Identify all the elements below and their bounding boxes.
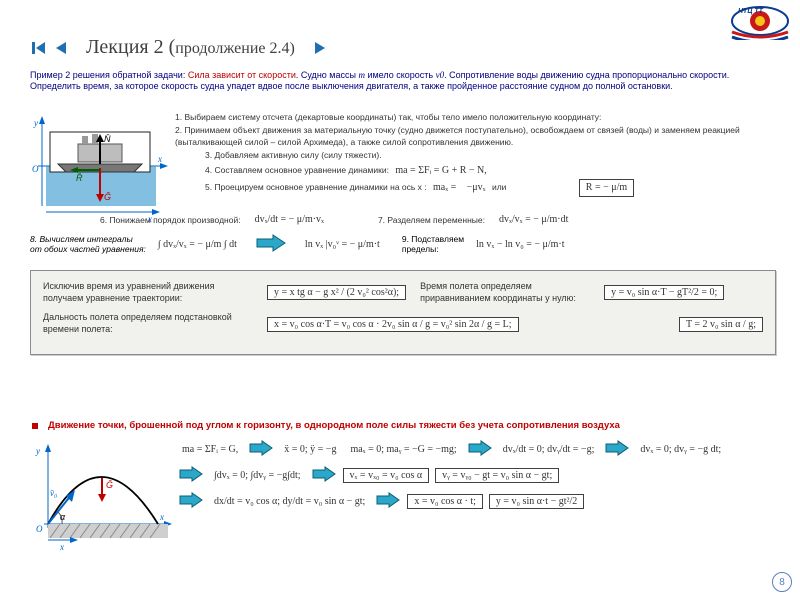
s8a: 8. Вычисляем интегралы bbox=[30, 234, 133, 244]
ship-diagram: y x O N̄ Ḡ R̄ x bbox=[30, 114, 170, 229]
step-4: 4. Составляем основное уравнение динамик… bbox=[205, 164, 780, 178]
problem-lead: Пример 2 решения обратной задачи bbox=[30, 70, 183, 80]
pe-3c: y = v₀ sin α·t − gt²/2 bbox=[489, 494, 584, 509]
eq-4: ma = ΣFᵢ = G + R − N, bbox=[391, 164, 490, 178]
svg-text:v̄₀: v̄₀ bbox=[50, 488, 57, 498]
pe-1e: dvₓ = 0; dvᵧ = −g dt; bbox=[636, 444, 725, 455]
nav-arrows-left bbox=[30, 39, 70, 57]
svg-text:НТЦ ТТ: НТЦ ТТ bbox=[738, 8, 764, 15]
panel-r2-eq: x = v₀ cos α·T = v₀ cos α · 2v₀ sin α / … bbox=[267, 317, 519, 332]
step-1: 1. Выбираем систему отсчета (декартовые … bbox=[175, 112, 780, 123]
svg-text:N̄: N̄ bbox=[104, 134, 111, 144]
step-3: 3. Добавляем активную силу (силу тяжести… bbox=[205, 150, 780, 161]
svg-text:Ḡ: Ḡ bbox=[106, 480, 113, 490]
slide-number: 8 bbox=[772, 572, 792, 592]
projectile-title: Движение точки, брошенной под углом к го… bbox=[48, 420, 620, 431]
trajectory-panel: Исключив время из уравнений движения пол… bbox=[30, 270, 776, 355]
eq-9: ln vₓ − ln v₀ = − μ/m·t bbox=[472, 239, 568, 250]
pe-1b: ẍ = 0; ÿ = −g bbox=[280, 444, 340, 455]
projectile-diagram: y x O v̄₀ α Ḡ x bbox=[30, 440, 175, 555]
panel-r2-left: Дальность полета определяем подстановкой… bbox=[43, 312, 253, 335]
eq-6: dvₓ/dt = − μ/m·vₓ bbox=[251, 214, 328, 225]
eq-8res: ln vₓ |v₀ᵛ = − μ/m·t bbox=[301, 239, 384, 250]
p-r2: имело скорость bbox=[365, 70, 436, 80]
pe-3b: x = v₀ cos α · t; bbox=[407, 494, 483, 509]
pe-1c: maₓ = 0; maᵧ = −G = −mg; bbox=[346, 444, 460, 455]
panel-r1-right: Время полета определяем приравниванием к… bbox=[420, 281, 590, 304]
p-r1: . Судно массы bbox=[296, 70, 359, 80]
pe-2c: vᵧ = vᵧ₀ − gt = v₀ sin α − gt; bbox=[435, 468, 559, 483]
org-logo: НТЦ ТТ bbox=[724, 2, 796, 40]
title-bar: Лекция 2 (продолжение 2.4) bbox=[30, 36, 329, 59]
arrow-icon bbox=[248, 440, 274, 458]
eq-7: dvₓ/vₓ = − μ/m·dt bbox=[495, 214, 572, 225]
title-main: Лекция 2 ( bbox=[86, 36, 175, 58]
step-5: 5. Проецируем основное уравнение динамик… bbox=[205, 179, 780, 197]
svg-text:x: x bbox=[59, 542, 64, 550]
svg-text:α: α bbox=[60, 512, 66, 522]
problem-bold: Сила зависит от скорости bbox=[188, 70, 296, 80]
s5t: 5. Проецируем основное уравнение динамик… bbox=[205, 182, 427, 192]
nav-first-button[interactable] bbox=[30, 39, 48, 57]
pe-3a: dx/dt = v₀ cos α; dy/dt = v₀ sin α − gt; bbox=[210, 496, 369, 507]
s4t: 4. Составляем основное уравнение динамик… bbox=[205, 165, 389, 175]
step-6-7: 6. Понижаем порядок производной: dvₓ/dt … bbox=[100, 214, 780, 225]
pe-1a: ma = ΣFᵢ = G, bbox=[178, 444, 242, 455]
step-2: 2. Принимаем объект движения за материал… bbox=[175, 125, 780, 148]
pe-2b: vₓ = vₓ₀ = v₀ cos α bbox=[343, 468, 430, 483]
nav-next-button[interactable] bbox=[311, 39, 329, 57]
arrow-icon bbox=[311, 466, 337, 484]
s6t: 6. Понижаем порядок производной: bbox=[100, 215, 241, 225]
p-v0: v0 bbox=[436, 70, 445, 80]
arrow-icon bbox=[255, 234, 287, 254]
eq-R: R = − μ/m bbox=[579, 179, 634, 197]
eq-5dots: −μvₓ bbox=[463, 181, 490, 195]
arrow-icon bbox=[604, 440, 630, 458]
arrow-icon bbox=[375, 492, 401, 510]
bullet-icon bbox=[32, 423, 38, 429]
lecture-title: Лекция 2 (продолжение 2.4) bbox=[86, 36, 295, 59]
svg-text:y: y bbox=[35, 446, 40, 456]
s9b: пределы: bbox=[402, 244, 439, 254]
eq-8int: ∫ dvₓ/vₓ = − μ/m ∫ dt bbox=[154, 239, 241, 250]
y-label: y bbox=[33, 118, 38, 128]
projectile-equations: ma = ΣFᵢ = G, ẍ = 0; ÿ = −g maₓ = 0; maᵧ… bbox=[178, 440, 780, 518]
pe-1d: dvₓ/dt = 0; dvᵧ/dt = −g; bbox=[499, 444, 599, 455]
problem-statement: Пример 2 решения обратной задачи: Сила з… bbox=[30, 70, 780, 93]
s7t: 7. Разделяем переменные: bbox=[378, 215, 485, 225]
svg-text:O: O bbox=[36, 524, 43, 534]
pe-2a: ∫dvₓ = 0; ∫dvᵧ = −g∫dt; bbox=[210, 470, 305, 481]
nav-prev-button[interactable] bbox=[52, 39, 70, 57]
eq-5a: maₓ = bbox=[429, 181, 460, 195]
solution-steps: 1. Выбираем систему отсчета (декартовые … bbox=[175, 112, 780, 199]
arrow-icon bbox=[467, 440, 493, 458]
panel-r1-left: Исключив время из уравнений движения пол… bbox=[43, 281, 253, 304]
O-label: O bbox=[32, 164, 39, 174]
svg-text:Ḡ: Ḡ bbox=[104, 192, 111, 202]
panel-r1-eq: y = x tg α − g x² / (2 v₀² cos²α); bbox=[267, 285, 406, 300]
svg-text:x: x bbox=[159, 512, 164, 522]
arrow-icon bbox=[178, 466, 204, 484]
step-8-9: 8. Вычисляем интегралы от обоих частей у… bbox=[30, 234, 780, 254]
panel-r1-req: y = v₀ sin α·T − gT²/2 = 0; bbox=[604, 285, 724, 300]
s5or: или bbox=[492, 182, 506, 192]
x-label: x bbox=[157, 154, 162, 164]
svg-text:R̄: R̄ bbox=[76, 173, 83, 183]
title-sub: продолжение 2.4) bbox=[175, 40, 295, 57]
s8b: от обоих частей уравнения: bbox=[30, 244, 146, 254]
arrow-icon bbox=[178, 492, 204, 510]
panel-r2-req: T = 2 v₀ sin α / g; bbox=[679, 317, 763, 332]
s9a: 9. Подставляем bbox=[402, 234, 464, 244]
